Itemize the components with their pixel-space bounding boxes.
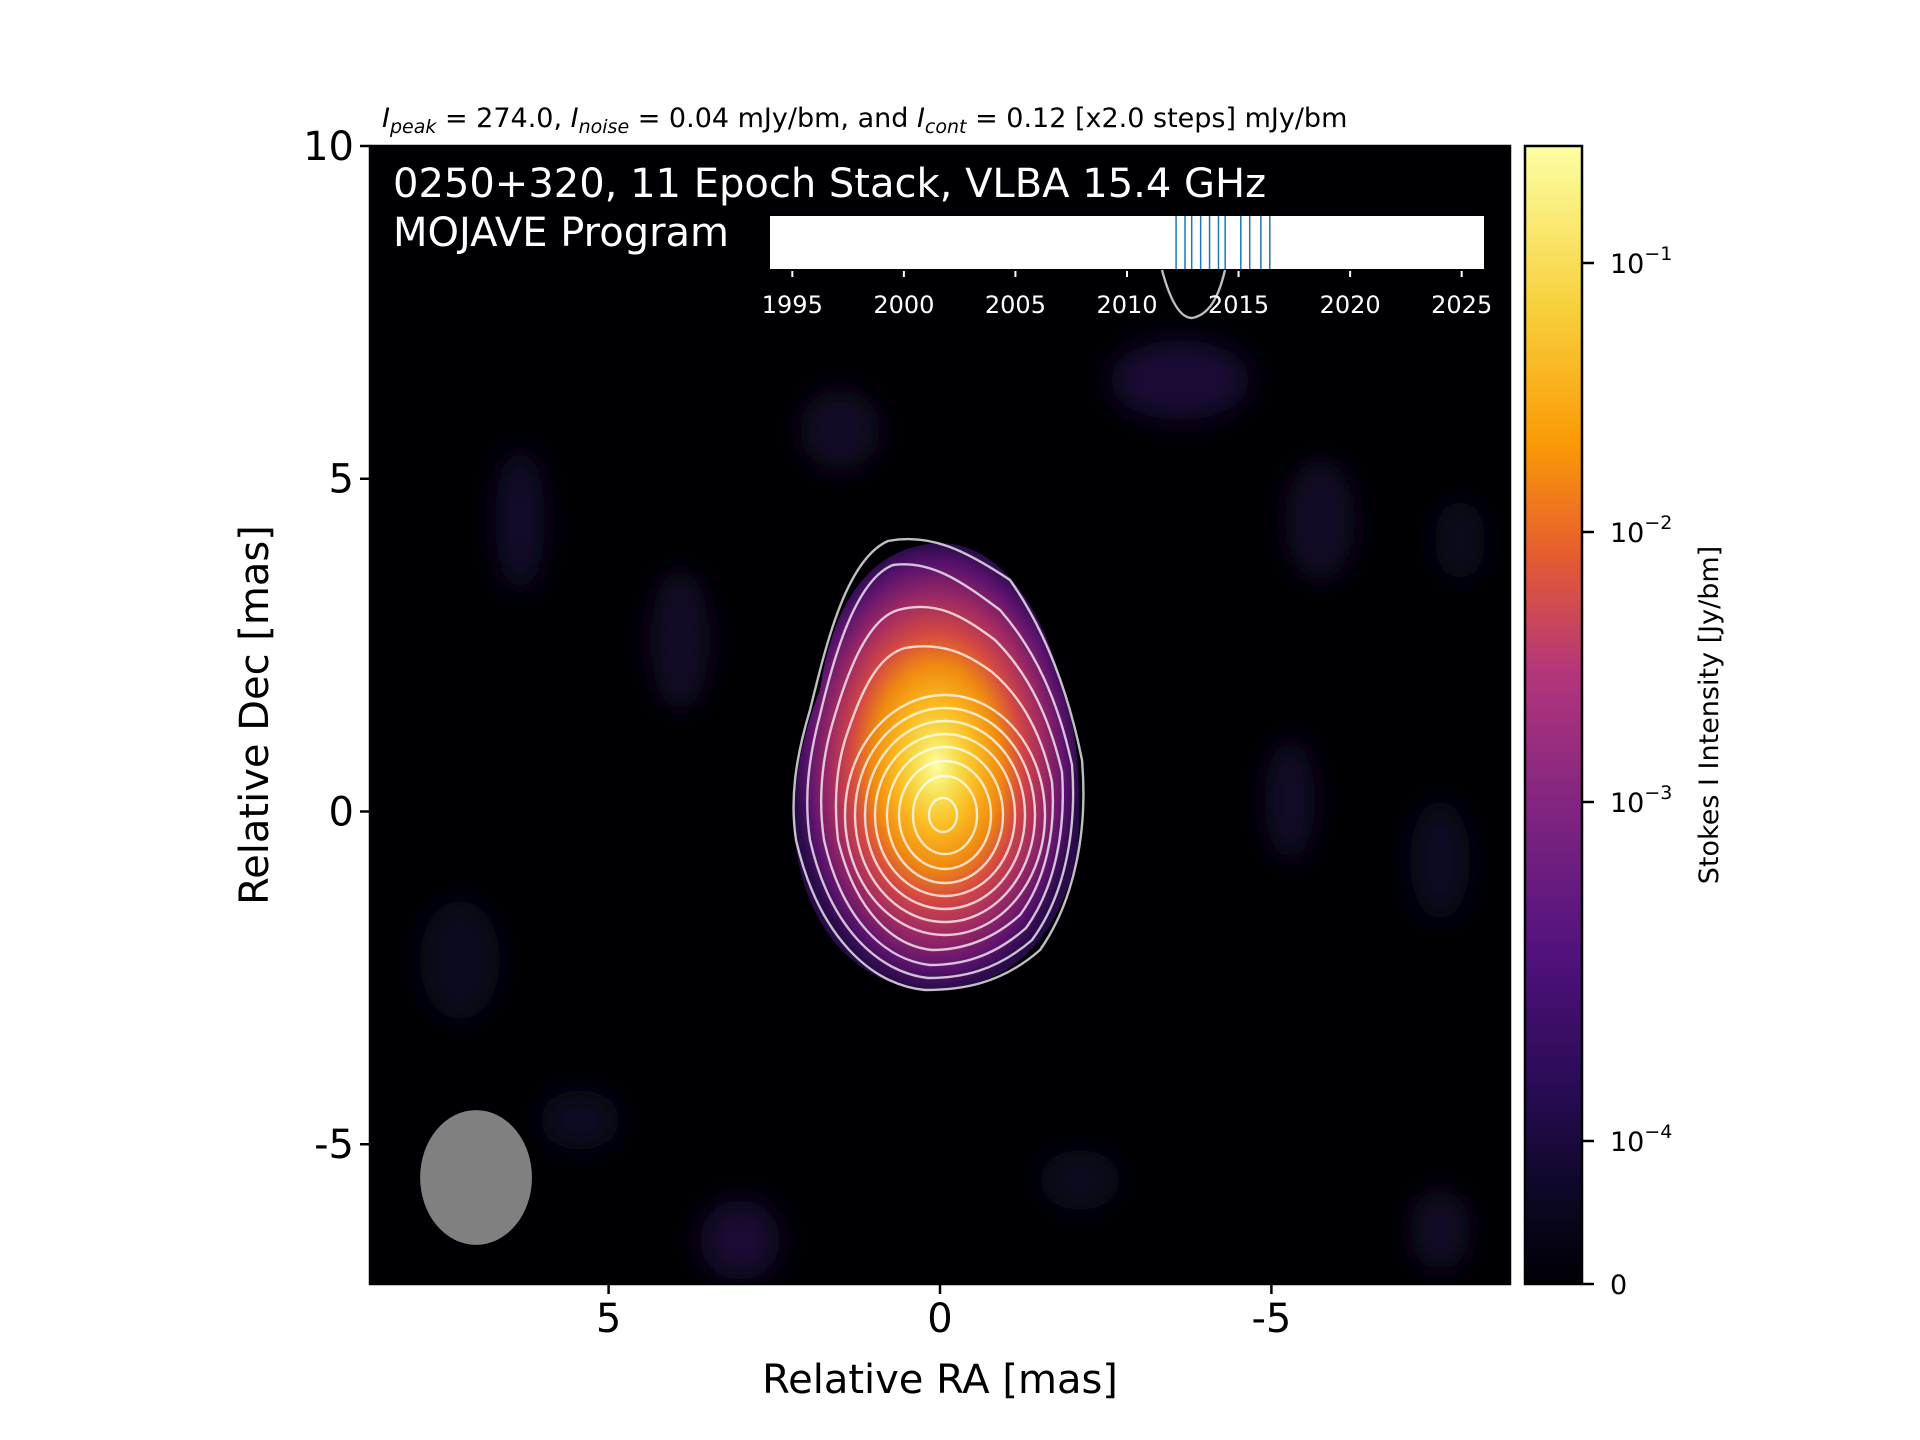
y-tick-label: -5 bbox=[314, 1122, 354, 1168]
colorbar-tick-zero: 0 bbox=[1610, 1270, 1627, 1301]
timeline-tick-label: 1995 bbox=[762, 291, 823, 319]
timeline-tick-label: 2005 bbox=[985, 291, 1046, 319]
x-tick-label: -5 bbox=[1251, 1296, 1291, 1342]
x-axis-ticks: 5 0 -5 bbox=[596, 1284, 1291, 1342]
contours bbox=[792, 537, 1085, 992]
timeline-tick-label: 2010 bbox=[1096, 291, 1157, 319]
y-axis-ticks: 10 5 0 -5 bbox=[303, 124, 370, 1168]
contour-level-6 bbox=[853, 706, 1037, 924]
noise-symbol: I bbox=[571, 103, 579, 134]
contour-level-2 bbox=[806, 563, 1075, 980]
image-panel bbox=[370, 146, 1510, 1284]
colorbar-tick-base: 10 bbox=[1610, 249, 1644, 280]
x-axis-label: Relative RA [mas] bbox=[762, 1357, 1118, 1403]
colorbar-ticks: 10−110−210−310−40 bbox=[1582, 243, 1672, 1301]
contour-level-1 bbox=[792, 537, 1085, 992]
colorbar-tick-label: 0 bbox=[1610, 1270, 1627, 1301]
colorbar-label: Stokes I Intensity [Jy/bm] bbox=[1694, 546, 1725, 884]
epoch-timeline: 1995 2000 2005 2010 2015 2020 2025 bbox=[762, 216, 1492, 319]
colorbar-tick-label: 10−4 bbox=[1610, 1121, 1672, 1158]
x-tick-label: 0 bbox=[927, 1296, 952, 1342]
cont-subscript: cont bbox=[925, 116, 968, 138]
timeline-tick-label: 2025 bbox=[1431, 291, 1492, 319]
contour-level-8 bbox=[873, 732, 1017, 898]
plot-title-line2: MOJAVE Program bbox=[393, 210, 729, 256]
timeline-box bbox=[770, 216, 1484, 269]
timeline-ticks: 1995 2000 2005 2010 2015 2020 2025 bbox=[762, 263, 1492, 319]
timeline-tick-label: 2020 bbox=[1320, 291, 1381, 319]
y-tick-label: 0 bbox=[329, 789, 354, 835]
peak-subscript: peak bbox=[389, 116, 437, 138]
noise-patches bbox=[420, 340, 1485, 1280]
colorbar-tick-base: 10 bbox=[1610, 518, 1644, 549]
epoch-markers bbox=[1175, 216, 1271, 269]
plot-title-line1: 0250+320, 11 Epoch Stack, VLBA 15.4 GHz bbox=[393, 161, 1266, 207]
beam-ellipse bbox=[420, 1110, 532, 1245]
y-tick-label: 5 bbox=[329, 457, 354, 503]
contour-level-4 bbox=[834, 645, 1055, 952]
timeline-tick-label: 2000 bbox=[873, 291, 934, 319]
y-tick-label: 10 bbox=[303, 124, 354, 170]
noise-value: = 0.04 mJy/bm, and bbox=[629, 103, 917, 134]
colorbar-tick-exponent: −4 bbox=[1644, 1121, 1672, 1143]
colorbar-tick-label: 10−2 bbox=[1610, 512, 1672, 549]
contour-level-12 bbox=[927, 796, 959, 834]
contour-level-9 bbox=[885, 745, 1005, 885]
cont-symbol: I bbox=[917, 103, 925, 134]
contour-fragment bbox=[1160, 269, 1227, 320]
x-tick-label: 5 bbox=[596, 1296, 621, 1342]
colorbar-tick-label: 10−3 bbox=[1610, 782, 1672, 819]
colorbar-tick-exponent: −2 bbox=[1644, 512, 1672, 534]
colorbar-tick-base: 10 bbox=[1610, 788, 1644, 819]
noise-subscript: noise bbox=[579, 116, 630, 138]
colorbar bbox=[1523, 144, 1584, 1286]
colorbar-tick-label: 10−1 bbox=[1610, 243, 1672, 280]
peak-symbol: I bbox=[382, 103, 390, 134]
contour-level-3 bbox=[820, 605, 1064, 967]
colorbar-tick-base: 10 bbox=[1610, 1127, 1644, 1158]
contour-level-10 bbox=[897, 759, 993, 871]
y-axis-label: Relative Dec [mas] bbox=[232, 525, 278, 905]
contour-level-11 bbox=[911, 774, 979, 856]
header-intensity-summary: Ipeak = 274.0, Inoise = 0.04 mJy/bm, and… bbox=[382, 103, 1347, 138]
colorbar-tick-exponent: −1 bbox=[1644, 243, 1672, 265]
peak-value: = 274.0, bbox=[436, 103, 570, 134]
timeline-tick-label: 2015 bbox=[1208, 291, 1269, 319]
colorbar-tick-exponent: −3 bbox=[1644, 782, 1672, 804]
contour-level-5 bbox=[843, 693, 1047, 937]
cont-value: = 0.12 [x2.0 steps] mJy/bm bbox=[966, 103, 1347, 134]
contour-level-7 bbox=[863, 719, 1027, 911]
